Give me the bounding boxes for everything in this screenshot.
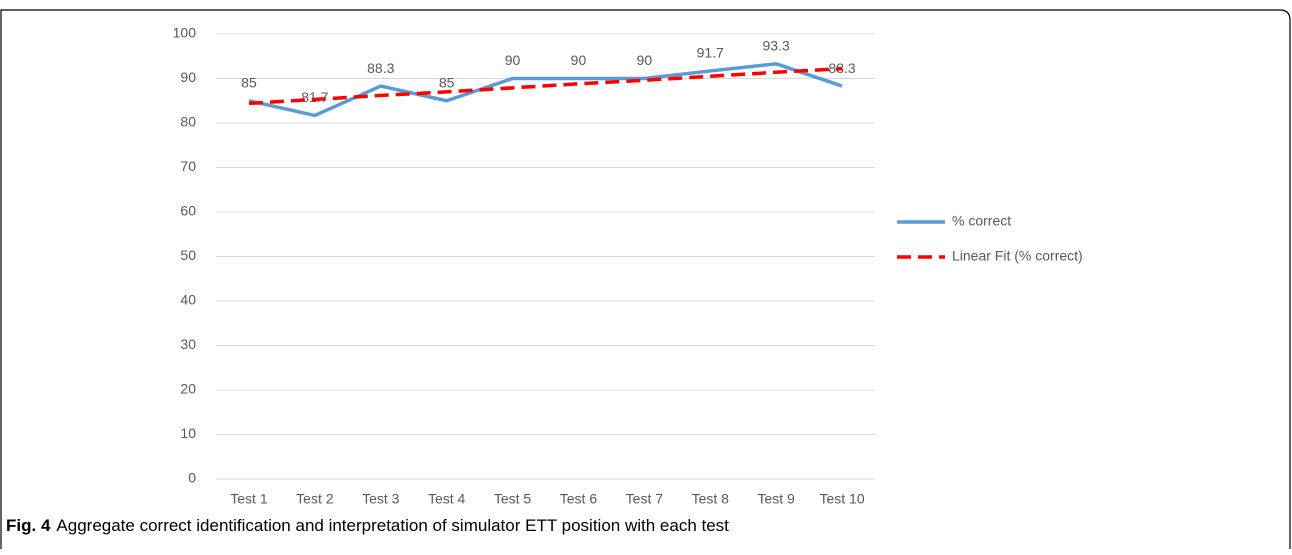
data-label: 85 bbox=[439, 74, 455, 90]
data-label: 90 bbox=[637, 52, 653, 68]
legend-label: % correct bbox=[952, 213, 1011, 229]
y-tick-label: 50 bbox=[180, 247, 196, 263]
x-tick-label: Test 1 bbox=[230, 491, 268, 507]
data-label: 88.3 bbox=[367, 60, 394, 76]
y-tick-label: 40 bbox=[180, 292, 196, 308]
y-tick-label: 20 bbox=[180, 381, 196, 397]
data-label: 88.3 bbox=[828, 60, 855, 76]
caption: Fig. 4 Aggregate correct identification a… bbox=[6, 516, 729, 535]
y-tick-label: 70 bbox=[180, 158, 196, 174]
data-label: 81.7 bbox=[301, 89, 328, 105]
frame bbox=[0, 9, 1291, 549]
y-tick-label: 90 bbox=[180, 69, 196, 85]
caption-label: Fig. 4 bbox=[6, 516, 51, 535]
x-tick-label: Test 5 bbox=[494, 491, 532, 507]
y-tick-label: 10 bbox=[180, 425, 196, 441]
x-tick-label: Test 8 bbox=[692, 491, 730, 507]
legend-label: Linear Fit (% correct) bbox=[952, 248, 1083, 264]
y-tick-label: 0 bbox=[188, 470, 196, 486]
y-tick-label: 60 bbox=[180, 203, 196, 219]
caption-text: Aggregate correct identification and int… bbox=[56, 516, 729, 535]
data-label: 90 bbox=[505, 52, 521, 68]
x-tick-label: Test 3 bbox=[362, 491, 400, 507]
y-tick-label: 30 bbox=[180, 336, 196, 352]
x-tick-label: Test 9 bbox=[757, 491, 795, 507]
data-label: 91.7 bbox=[697, 45, 724, 61]
data-label: 90 bbox=[571, 52, 587, 68]
x-tick-label: Test 6 bbox=[560, 491, 598, 507]
y-tick-label: 100 bbox=[173, 25, 197, 41]
x-tick-label: Test 2 bbox=[296, 491, 334, 507]
series-line bbox=[248, 62, 843, 118]
series-line bbox=[248, 66, 843, 106]
data-label: 85 bbox=[241, 74, 257, 90]
data-label: 93.3 bbox=[763, 38, 790, 54]
x-tick-label: Test 4 bbox=[428, 491, 466, 507]
x-tick-label: Test 10 bbox=[819, 491, 864, 507]
x-tick-label: Test 7 bbox=[626, 491, 664, 507]
y-tick-label: 80 bbox=[180, 114, 196, 130]
